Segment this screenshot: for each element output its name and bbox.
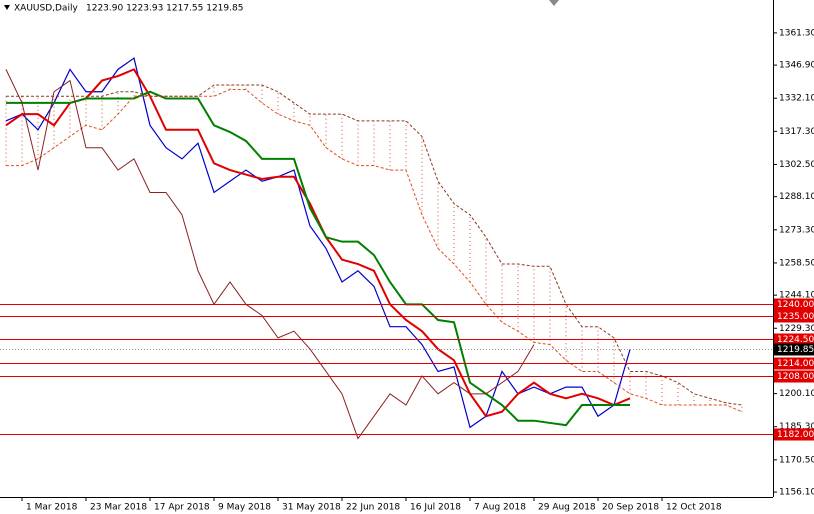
series-line: [5, 69, 535, 440]
ohlc: 1223.90 1223.93 1217.55 1219.85: [86, 4, 243, 14]
level-label: 1224.50: [777, 335, 814, 345]
level-label: 1208.00: [777, 372, 814, 382]
y-tick-label: 1185.30: [779, 422, 814, 432]
x-tick-label: 9 May 2018: [218, 503, 271, 513]
x-tick-label: 23 Mar 2018: [90, 503, 147, 513]
level-box: [774, 333, 814, 346]
level-box: [774, 428, 814, 441]
y-tick-label: 1200.10: [779, 389, 814, 399]
x-tick-label: 20 Sep 2018: [602, 503, 659, 513]
level-box: [774, 357, 814, 370]
y-tick-label: 1302.50: [779, 160, 814, 170]
symbol: XAUUSD,Daily: [14, 4, 78, 14]
y-tick-label: 1156.10: [779, 488, 814, 498]
y-tick-label: 1288.10: [779, 192, 814, 202]
x-tick-label: 16 Jul 2018: [410, 503, 461, 513]
level-label: 1182.00: [777, 430, 814, 440]
series-line: [5, 57, 631, 429]
level-label: 1214.00: [777, 359, 814, 369]
series-line: [5, 68, 631, 418]
menu-arrow[interactable]: [4, 5, 10, 10]
x-tick-label: 12 Oct 2018: [666, 503, 722, 513]
x-tick-label: 22 Jun 2018: [346, 503, 400, 513]
x-tick-label: 7 Aug 2018: [474, 503, 526, 513]
current-price-label: 1219.85: [777, 345, 814, 355]
y-tick-label: 1229.30: [779, 324, 814, 334]
y-tick-label: 1361.30: [779, 28, 814, 38]
y-tick-label: 1346.90: [779, 61, 814, 71]
series-line: [6, 90, 630, 427]
y-tick-label: 1258.50: [779, 258, 814, 268]
y-tick-label: 1317.30: [779, 127, 814, 137]
y-tick-label: 1332.10: [779, 94, 814, 104]
series-line: [6, 89, 743, 413]
x-tick-label: 1 Mar 2018: [26, 503, 78, 513]
x-tick-label: 17 Apr 2018: [154, 503, 210, 513]
scroll-marker: [549, 0, 559, 6]
y-tick-label: 1170.50: [779, 455, 814, 465]
y-tick-label: 1244.10: [779, 291, 814, 301]
level-box: [774, 298, 814, 311]
level-label: 1240.00: [777, 300, 814, 310]
series-line: [6, 84, 743, 406]
level-box: [774, 370, 814, 383]
y-tick-label: 1273.30: [779, 225, 814, 235]
current-price-box: [774, 343, 814, 356]
level-label: 1235.00: [777, 312, 814, 322]
x-tick-label: 29 Aug 2018: [538, 503, 596, 513]
level-box: [774, 310, 814, 323]
x-tick-label: 31 May 2018: [282, 503, 341, 513]
